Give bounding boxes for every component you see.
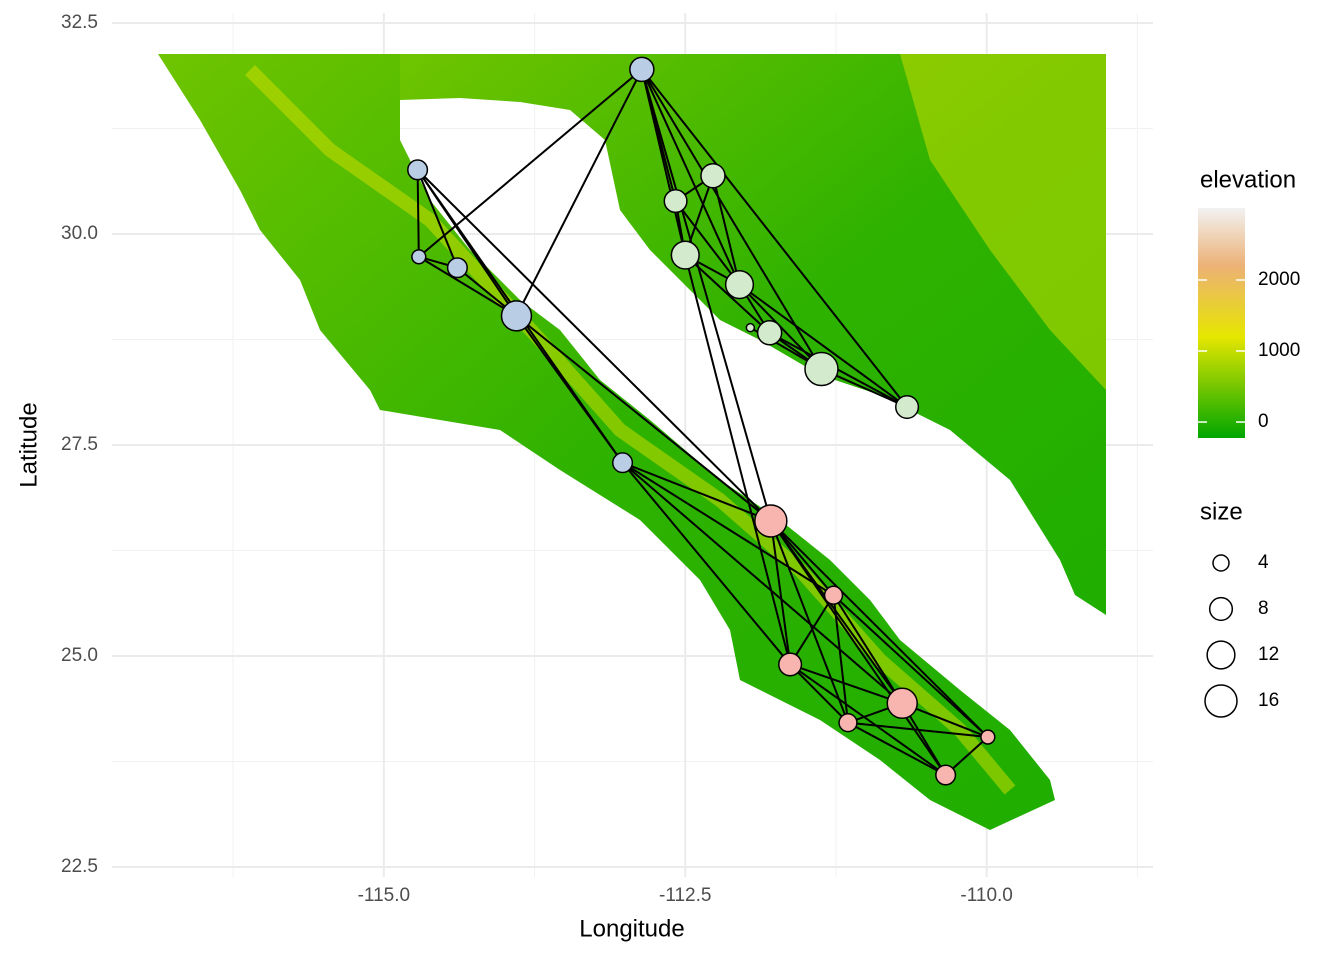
peninsula-ridge bbox=[245, 65, 1016, 795]
size-label: 8 bbox=[1258, 598, 1269, 619]
edge bbox=[832, 594, 989, 738]
colorbar-label: 2000 bbox=[1258, 269, 1300, 290]
edge bbox=[674, 200, 741, 286]
node bbox=[935, 764, 957, 786]
node bbox=[745, 322, 756, 333]
y-tick-label: 25.0 bbox=[61, 645, 98, 666]
colorbar-label: 1000 bbox=[1258, 340, 1300, 361]
node bbox=[778, 652, 803, 677]
node bbox=[500, 300, 533, 332]
node bbox=[407, 159, 429, 181]
size-key bbox=[1206, 640, 1236, 670]
node bbox=[838, 712, 858, 733]
colorbar bbox=[1198, 208, 1245, 438]
size-key bbox=[1208, 596, 1234, 622]
edge bbox=[770, 520, 947, 776]
node bbox=[756, 319, 783, 346]
y-tick-label: 22.5 bbox=[61, 856, 98, 877]
edge bbox=[640, 68, 823, 370]
edge bbox=[770, 520, 989, 738]
node bbox=[895, 394, 920, 420]
edge bbox=[711, 175, 741, 285]
edge bbox=[847, 721, 988, 739]
edge bbox=[640, 69, 687, 256]
edge bbox=[416, 169, 772, 522]
node bbox=[754, 504, 788, 538]
edge bbox=[515, 68, 643, 317]
y-tick-label: 27.5 bbox=[61, 434, 98, 455]
edge bbox=[621, 462, 791, 666]
node bbox=[670, 240, 700, 270]
node bbox=[724, 270, 755, 300]
node bbox=[980, 729, 996, 745]
y-axis-label: Latitude bbox=[15, 402, 42, 487]
edge bbox=[515, 315, 772, 522]
x-tick-label: -112.5 bbox=[659, 885, 711, 906]
mainland-highlands bbox=[900, 54, 1106, 390]
edge bbox=[640, 69, 741, 286]
size-label: 16 bbox=[1258, 690, 1279, 711]
edge bbox=[641, 68, 908, 408]
node bbox=[700, 163, 726, 189]
node bbox=[804, 351, 839, 387]
colorbar-title: elevation bbox=[1200, 166, 1296, 193]
size-legend-title: size bbox=[1200, 498, 1243, 525]
x-axis-label: Longitude bbox=[579, 915, 684, 942]
node bbox=[886, 687, 918, 719]
edge bbox=[622, 461, 772, 522]
node bbox=[612, 452, 634, 474]
edge bbox=[515, 315, 624, 464]
x-tick-label: -110.0 bbox=[960, 885, 1012, 906]
colorbar-label: 0 bbox=[1258, 411, 1269, 432]
edge bbox=[416, 169, 420, 257]
mainland bbox=[400, 54, 1106, 615]
edge bbox=[847, 721, 947, 776]
edge bbox=[416, 169, 459, 269]
edge bbox=[769, 520, 792, 665]
edge bbox=[789, 594, 835, 665]
edge bbox=[769, 520, 849, 724]
size-key bbox=[1204, 684, 1238, 718]
edge bbox=[789, 663, 903, 705]
edge bbox=[622, 461, 835, 597]
edge bbox=[684, 254, 792, 665]
edge bbox=[418, 68, 643, 258]
edge bbox=[789, 663, 849, 724]
y-tick-label: 32.5 bbox=[61, 12, 98, 33]
node bbox=[823, 585, 844, 605]
y-tick-label: 30.0 bbox=[61, 223, 98, 244]
edge bbox=[418, 255, 517, 317]
edge bbox=[832, 594, 904, 704]
node bbox=[629, 56, 655, 83]
edge bbox=[684, 254, 771, 334]
x-tick-label: -115.0 bbox=[358, 885, 410, 906]
edge bbox=[640, 69, 772, 522]
edge bbox=[621, 461, 903, 705]
node bbox=[663, 189, 688, 214]
edge bbox=[738, 283, 908, 408]
edge bbox=[789, 663, 947, 776]
size-label: 12 bbox=[1258, 644, 1279, 665]
size-key bbox=[1212, 554, 1230, 572]
size-label: 4 bbox=[1258, 552, 1269, 573]
node bbox=[411, 249, 427, 265]
node bbox=[446, 257, 468, 279]
